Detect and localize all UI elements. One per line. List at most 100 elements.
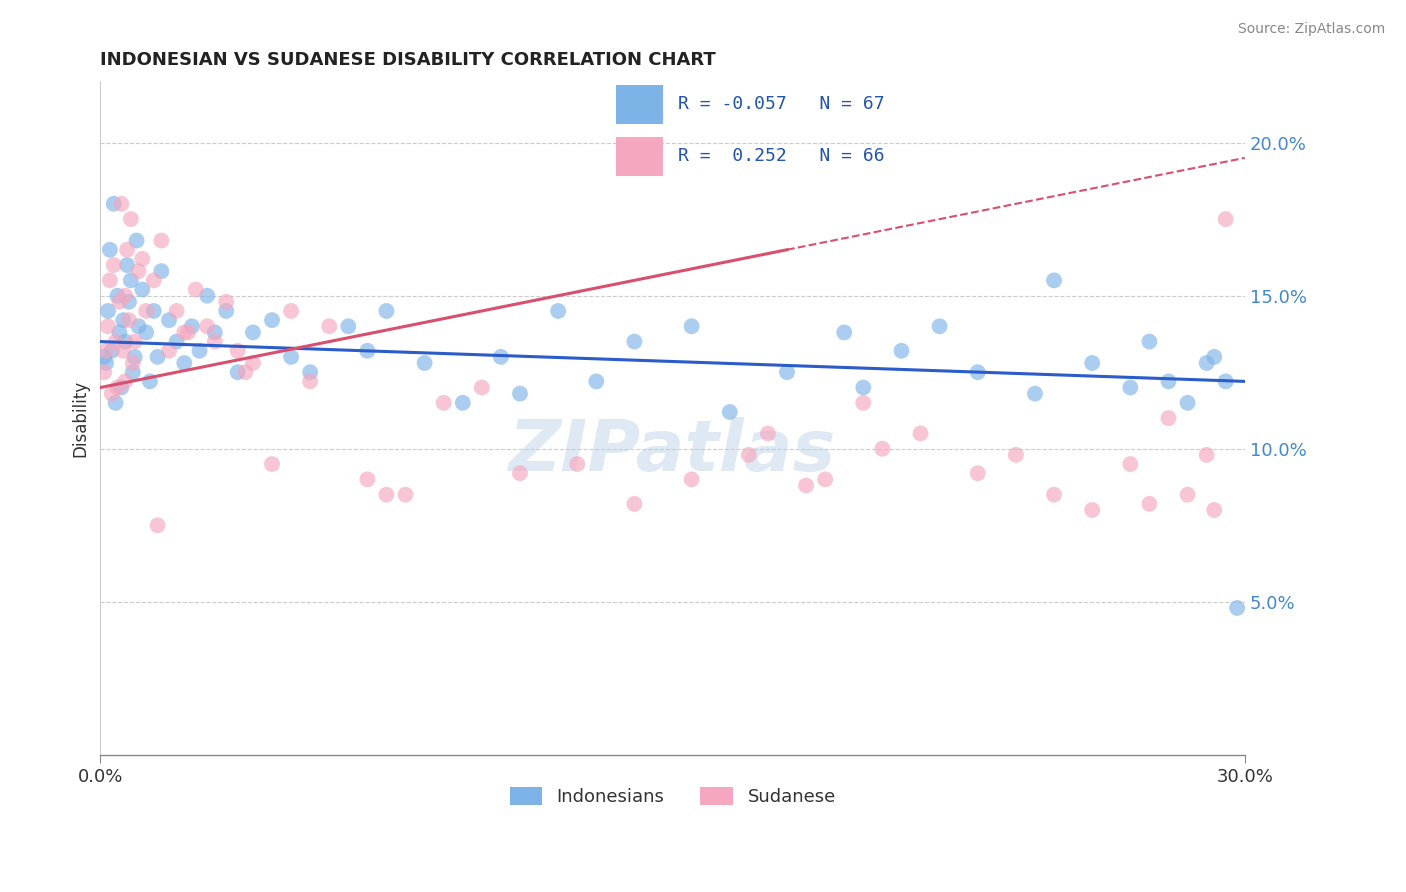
Point [1139,497,1161,511]
Point [177,326,200,340]
Point [157,313,180,327]
Point [718,405,741,419]
Text: ZIPatlas: ZIPatlas [509,417,837,486]
Point [738,448,761,462]
Point [115,243,138,257]
Point [98,243,121,257]
Point [112,313,135,327]
Point [1195,356,1218,370]
Point [139,375,162,389]
Text: Source: ZipAtlas.com: Source: ZipAtlas.com [1237,22,1385,37]
Point [832,326,855,340]
Point [910,426,932,441]
Text: R = -0.057   N = 67: R = -0.057 N = 67 [678,95,884,112]
Point [188,343,211,358]
Point [166,304,188,318]
Point [1024,386,1046,401]
Point [356,343,378,358]
Point [166,334,188,349]
Point [150,264,173,278]
Point [509,386,531,401]
Point [120,273,142,287]
Point [375,488,398,502]
Point [226,365,249,379]
Point [623,334,645,349]
Point [966,467,988,481]
Point [681,472,703,486]
Point [872,442,894,456]
Point [107,380,129,394]
Point [242,326,264,340]
Point [1204,503,1226,517]
Point [242,356,264,370]
Point [233,365,256,379]
Point [852,396,875,410]
Point [776,365,799,379]
Point [101,386,124,401]
Point [585,375,607,389]
Point [93,350,115,364]
Point [1215,212,1237,227]
Point [1081,503,1104,517]
Point [1177,396,1199,410]
Point [103,196,125,211]
Point [110,196,132,211]
Point [114,288,136,302]
Point [128,264,150,278]
Point [623,497,645,511]
Point [104,396,127,410]
Point [509,467,531,481]
Point [1081,356,1104,370]
Point [226,343,249,358]
Point [299,375,322,389]
Point [146,518,169,533]
Point [681,319,703,334]
Text: R =  0.252   N = 66: R = 0.252 N = 66 [678,147,884,165]
Point [1119,380,1142,394]
Point [184,283,207,297]
Point [433,396,456,410]
Point [103,258,125,272]
Point [1157,411,1180,425]
Point [114,334,136,349]
Point [356,472,378,486]
Point [157,343,180,358]
Point [451,396,474,410]
Point [1195,448,1218,462]
Point [489,350,512,364]
Point [394,488,416,502]
Point [337,319,360,334]
Point [121,356,143,370]
Point [180,319,202,334]
Point [173,326,195,340]
Point [794,478,817,492]
Point [1177,488,1199,502]
Point [97,319,120,334]
Point [121,365,143,379]
FancyBboxPatch shape [616,86,664,123]
Point [124,334,146,349]
Point [413,356,436,370]
Point [142,304,165,318]
Point [928,319,950,334]
Point [299,365,322,379]
Point [131,252,153,266]
Point [114,375,136,389]
Text: INDONESIAN VS SUDANESE DISABILITY CORRELATION CHART: INDONESIAN VS SUDANESE DISABILITY CORREL… [100,51,716,69]
Point [280,350,302,364]
Point [115,258,138,272]
Point [204,326,226,340]
Point [98,273,121,287]
Point [120,212,142,227]
Point [94,356,117,370]
Point [110,380,132,394]
Point [852,380,875,394]
Point [150,234,173,248]
Point [118,294,141,309]
Point [215,294,238,309]
Point [195,288,218,302]
Point [1043,273,1066,287]
Point [195,319,218,334]
FancyBboxPatch shape [616,137,664,176]
Point [108,294,131,309]
